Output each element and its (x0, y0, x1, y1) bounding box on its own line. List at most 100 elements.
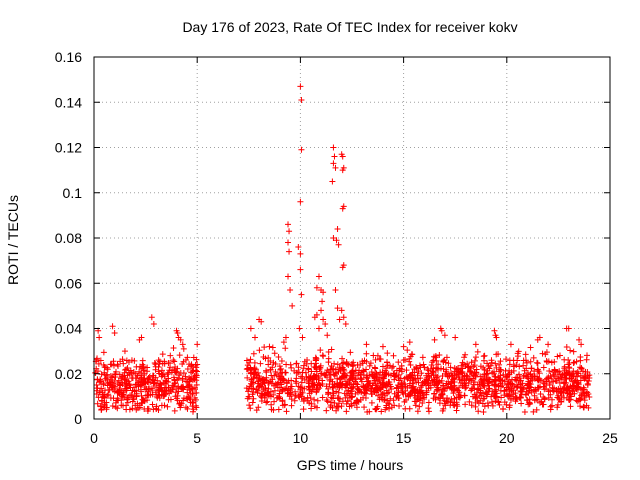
data-point (271, 350, 278, 357)
data-point (319, 377, 326, 384)
data-point (277, 366, 284, 373)
data-point (361, 386, 368, 393)
data-point (184, 405, 191, 412)
data-point (403, 374, 410, 381)
data-point (279, 397, 286, 404)
data-point (251, 334, 258, 341)
data-point (289, 302, 296, 309)
data-point (244, 374, 251, 381)
data-point (481, 366, 488, 373)
data-point (159, 351, 166, 358)
data-point (320, 316, 327, 323)
data-point (137, 375, 144, 382)
data-point (428, 361, 435, 368)
data-point (297, 198, 304, 205)
data-point (566, 370, 573, 377)
data-point (153, 403, 160, 410)
data-point (130, 369, 137, 376)
data-point (431, 336, 438, 343)
data-point (247, 365, 254, 372)
data-point (297, 389, 304, 396)
data-point (243, 385, 250, 392)
data-point (276, 384, 283, 391)
data-point (117, 382, 124, 389)
data-point (383, 404, 390, 411)
data-point (148, 314, 155, 321)
data-point (298, 291, 305, 298)
data-point (419, 382, 426, 389)
data-point (565, 357, 572, 364)
data-point (443, 366, 450, 373)
data-point (331, 400, 338, 407)
data-point (279, 375, 286, 382)
data-point (188, 361, 195, 368)
data-point (491, 393, 498, 400)
data-point (416, 403, 423, 410)
data-point (566, 384, 573, 391)
data-point (97, 402, 104, 409)
data-point (325, 349, 332, 356)
axis-ticks: 0 5 10 15 20 25 0 0.02 0.04 0.06 0.08 0.1 0.12 0.14 0.… (55, 49, 618, 446)
data-point (118, 391, 125, 398)
data-point (194, 341, 201, 348)
data-point (441, 332, 448, 339)
data-point (536, 334, 543, 341)
data-point (580, 403, 587, 410)
data-point (145, 375, 152, 382)
data-point (339, 264, 346, 271)
data-point (543, 375, 550, 382)
data-point (334, 225, 341, 232)
data-point (93, 390, 100, 397)
data-point (406, 382, 413, 389)
data-point (318, 307, 325, 314)
data-point (520, 362, 527, 369)
data-point (277, 365, 284, 372)
data-point (396, 377, 403, 384)
data-point (104, 371, 111, 378)
data-point (481, 395, 488, 402)
data-point (390, 397, 397, 404)
data-point (245, 388, 252, 395)
data-point (545, 358, 552, 365)
data-point (550, 378, 557, 385)
data-point (506, 357, 513, 364)
data-point (264, 389, 271, 396)
data-point (582, 374, 589, 381)
data-point (251, 359, 258, 366)
data-point (300, 362, 307, 369)
data-point (282, 334, 289, 341)
data-point (123, 357, 130, 364)
data-point (121, 348, 128, 355)
data-point (110, 386, 117, 393)
data-point (523, 396, 530, 403)
data-point (260, 376, 267, 383)
data-point (569, 378, 576, 385)
data-point (322, 320, 329, 327)
data-point (441, 400, 448, 407)
data-point (417, 375, 424, 382)
data-point (346, 394, 353, 401)
data-point (473, 371, 480, 378)
data-point (152, 363, 159, 370)
data-point (527, 377, 534, 384)
data-point (395, 389, 402, 396)
data-point (350, 359, 357, 366)
data-point (150, 320, 157, 327)
data-point (120, 360, 127, 367)
data-point (448, 379, 455, 386)
data-point (338, 403, 345, 410)
data-point (328, 346, 335, 353)
data-point (324, 332, 331, 339)
data-point (427, 379, 434, 386)
data-point (411, 387, 418, 394)
data-point (492, 360, 499, 367)
data-point (521, 408, 528, 415)
data-point (183, 357, 190, 364)
data-point (388, 372, 395, 379)
data-point (305, 365, 312, 372)
data-point (287, 389, 294, 396)
data-point (167, 360, 174, 367)
data-point (577, 396, 584, 403)
data-point (132, 402, 139, 409)
data-point (506, 392, 513, 399)
